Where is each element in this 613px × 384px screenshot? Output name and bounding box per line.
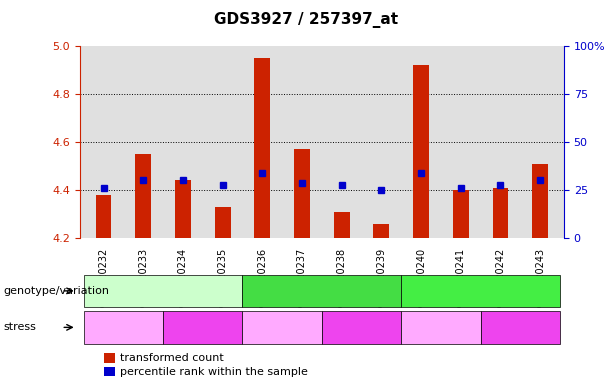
Text: NaCl: NaCl	[507, 322, 533, 333]
Text: Col(gl): Col(gl)	[462, 286, 499, 296]
Text: genotype/variation: genotype/variation	[3, 286, 109, 296]
Bar	[373, 223, 389, 238]
Bar	[492, 188, 508, 238]
Text: GDS3927 / 257397_at: GDS3927 / 257397_at	[215, 12, 398, 28]
Bar	[532, 164, 548, 238]
Text: NaCl: NaCl	[348, 322, 375, 333]
Bar	[215, 207, 230, 238]
Text: Col: Col	[313, 286, 330, 296]
Bar	[413, 65, 429, 238]
Text: untreated: untreated	[254, 322, 310, 333]
Text: stress: stress	[3, 322, 36, 333]
Bar	[453, 190, 469, 238]
Text: NaCl: NaCl	[189, 322, 216, 333]
Bar	[135, 154, 151, 238]
Text: untreated: untreated	[96, 322, 151, 333]
Text: percentile rank within the sample: percentile rank within the sample	[120, 367, 308, 377]
Bar	[175, 180, 191, 238]
Bar	[294, 149, 310, 238]
Text: untreated: untreated	[413, 322, 468, 333]
Bar	[96, 195, 112, 238]
Text: Ws: Ws	[154, 286, 172, 296]
Bar	[333, 212, 349, 238]
Bar	[254, 58, 270, 238]
Text: transformed count: transformed count	[120, 353, 224, 363]
